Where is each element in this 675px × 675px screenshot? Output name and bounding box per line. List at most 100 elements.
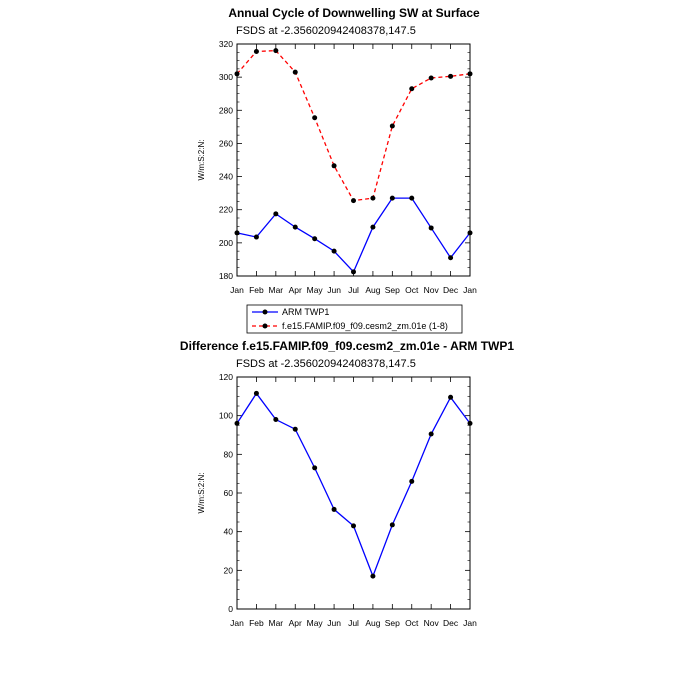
series-0-point (351, 269, 356, 275)
series-0-point (467, 230, 473, 236)
chart1-plot-frame (236, 43, 471, 277)
series-1-point (409, 86, 415, 92)
series-0-point (428, 225, 434, 231)
x-tick-label: Mar (269, 285, 284, 295)
chart1-y-label: W/m:S:2:N: (197, 140, 206, 181)
series-0-point (273, 417, 279, 423)
legend-marker-model (262, 323, 268, 329)
series-0-point (331, 506, 337, 512)
chart2-x-axis: Jan Feb Mar Apr May Jun Jul Aug Sep Oct Nov Dec Jan (230, 377, 477, 628)
legend-label-arm-twp1: ARM TWP1 (282, 307, 329, 317)
x-tick-label: Nov (424, 618, 440, 628)
chart2-series-group (234, 390, 473, 579)
legend-label-model: f.e15.FAMIP.f09_f09.cesm2_zm.01e (1-8) (282, 321, 448, 331)
chart1-subtitle: FSDS at -2.356020942408378,147.5 (236, 25, 416, 37)
series-0-point (409, 478, 415, 484)
series-0-point (253, 234, 259, 240)
y-tick-label: 280 (219, 105, 233, 115)
series-0-point (370, 573, 376, 579)
series-1-point (370, 195, 376, 201)
series-0-point (428, 431, 434, 437)
series-1-point (448, 73, 454, 79)
y-tick-label: 0 (228, 604, 233, 614)
x-tick-label: Oct (405, 285, 419, 295)
annual-cycle-chart: Annual Cycle of Downwelling SW at Surfac… (197, 6, 480, 295)
y-tick-label: 100 (219, 411, 233, 421)
y-tick-label: 260 (219, 138, 233, 148)
y-tick-label: 80 (224, 449, 234, 459)
series-0-point (312, 236, 318, 242)
series-1-point (389, 123, 395, 129)
chart1-x-axis: Jan Feb Mar Apr May Jun Jul Aug Sep Oct Nov Dec Jan (230, 44, 477, 295)
chart1-y-axis: 180 200 220 240 260 280 300 320 (219, 39, 470, 281)
series-0-point (448, 394, 454, 400)
x-tick-label: Jan (230, 285, 244, 295)
series-1-point (351, 198, 356, 204)
series-0-point (389, 195, 395, 201)
series-1-point (467, 71, 473, 77)
chart2-y-label: W/m:S:2:N: (197, 473, 206, 514)
series-0-point (292, 224, 298, 230)
x-tick-label: Jan (230, 618, 244, 628)
series-0-point (292, 426, 298, 432)
series-1-point (253, 48, 259, 54)
x-tick-label: Mar (269, 618, 284, 628)
y-tick-label: 200 (219, 238, 233, 248)
series-0-point (467, 420, 473, 426)
x-tick-label: Jul (348, 285, 359, 295)
x-tick-label: May (307, 285, 324, 295)
chart2-plot-frame (236, 376, 471, 610)
series-0-point (253, 390, 259, 396)
chart2-title: Difference f.e15.FAMIP.f09_f09.cesm2_zm.… (180, 339, 514, 353)
y-tick-label: 120 (219, 372, 233, 382)
y-tick-label: 320 (219, 39, 233, 49)
x-tick-label: Oct (405, 618, 419, 628)
x-tick-label: Dec (443, 285, 459, 295)
x-tick-label: Jan (463, 285, 477, 295)
chart2-subtitle: FSDS at -2.356020942408378,147.5 (236, 358, 416, 370)
y-tick-label: 300 (219, 72, 233, 82)
x-tick-label: Sep (385, 618, 400, 628)
series-0-point (234, 230, 240, 236)
series-1-point (428, 75, 434, 81)
x-tick-label: Apr (289, 618, 302, 628)
x-tick-label: Jun (327, 618, 341, 628)
x-tick-label: Feb (249, 285, 264, 295)
x-tick-label: May (307, 618, 324, 628)
y-tick-label: 40 (224, 527, 234, 537)
series-line-0 (236, 392, 471, 578)
x-tick-label: Jul (348, 618, 359, 628)
series-1-point (234, 71, 240, 77)
series-0-point (409, 195, 415, 201)
x-tick-label: Feb (249, 618, 264, 628)
y-tick-label: 180 (219, 271, 233, 281)
x-tick-label: Sep (385, 285, 400, 295)
x-tick-label: Aug (365, 285, 380, 295)
chart1-legend: ARM TWP1 f.e15.FAMIP.f09_f09.cesm2_zm.01… (246, 304, 463, 334)
chart2-y-axis: 0 20 40 60 80 100 120 (219, 372, 470, 614)
x-tick-label: Jan (463, 618, 477, 628)
series-line-1 (236, 49, 471, 202)
series-0-point (370, 224, 376, 230)
series-0-point (448, 255, 454, 261)
chart1-series-group (234, 48, 473, 275)
series-0-point (389, 522, 395, 528)
x-tick-label: Nov (424, 285, 440, 295)
x-tick-label: Apr (289, 285, 302, 295)
y-tick-label: 220 (219, 205, 233, 215)
series-0-point (331, 248, 337, 254)
chart1-title: Annual Cycle of Downwelling SW at Surfac… (228, 6, 480, 20)
legend-box (246, 304, 463, 334)
series-0-point (273, 211, 279, 217)
series-0-point (312, 465, 318, 471)
series-1-point (312, 115, 318, 121)
series-1-point (273, 48, 279, 54)
series-line-0 (236, 197, 471, 274)
y-tick-label: 20 (224, 565, 234, 575)
x-tick-label: Jun (327, 285, 341, 295)
x-tick-label: Aug (365, 618, 380, 628)
y-tick-label: 240 (219, 172, 233, 182)
difference-chart: Difference f.e15.FAMIP.f09_f09.cesm2_zm.… (180, 339, 514, 628)
